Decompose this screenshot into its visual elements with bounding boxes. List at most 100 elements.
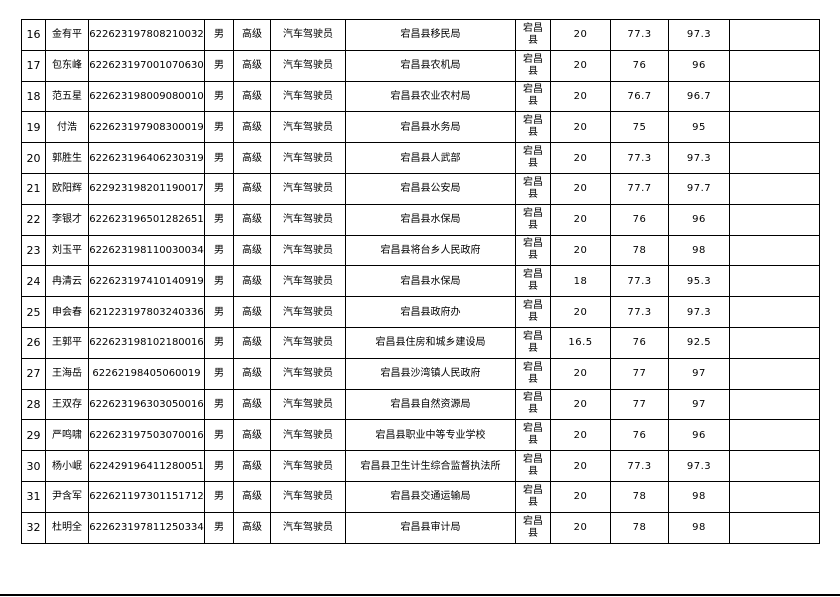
- name-cell: 王郭平: [45, 326, 89, 359]
- job-title-cell: 汽车驾驶员: [270, 357, 346, 390]
- gender-cell: 男: [204, 234, 234, 267]
- score1-cell: 20: [550, 19, 611, 51]
- score1-cell: 20: [550, 511, 611, 544]
- id-number-cell: 622623197908300019: [88, 111, 205, 144]
- id-number-cell: 622623197001070630: [88, 49, 205, 82]
- row-number: 31: [21, 480, 46, 513]
- level-cell: 高级: [233, 265, 271, 298]
- results-table: 16 金有平 622623197808210032 男高级 汽车驾驶员 宕昌县移民局 宕昌县…: [21, 19, 820, 544]
- row-number: 16: [21, 19, 46, 51]
- level-cell: 高级: [233, 480, 271, 513]
- table-row: 29 严鸣啸 622623197503070016 男高级 汽车驾驶员 宕昌县职业中等专业…: [21, 419, 820, 452]
- job-title-cell: 汽车驾驶员: [270, 480, 346, 513]
- total-score-cell: 97.3: [668, 19, 730, 51]
- row-number: 19: [21, 111, 46, 144]
- name-cell: 李银才: [45, 203, 89, 236]
- level-cell: 高级: [233, 111, 271, 144]
- level-cell: 高级: [233, 80, 271, 113]
- total-score-cell: 98: [668, 480, 730, 513]
- score1-cell: 20: [550, 203, 611, 236]
- work-unit-cell: 宕昌县水保局: [345, 203, 516, 236]
- row-number: 24: [21, 265, 46, 298]
- total-score-cell: 95.3: [668, 265, 730, 298]
- score2-cell: 77: [610, 388, 669, 421]
- score2-cell: 77.3: [610, 265, 669, 298]
- county-cell: 宕昌县: [515, 80, 551, 113]
- total-score-cell: 95: [668, 111, 730, 144]
- work-unit-cell: 宕昌县公安局: [345, 172, 516, 205]
- row-number: 29: [21, 419, 46, 452]
- total-score-cell: 92.5: [668, 326, 730, 359]
- work-unit-cell: 宕昌县交通运输局: [345, 480, 516, 513]
- county-cell: 宕昌县: [515, 450, 551, 482]
- id-number-cell: 622623198009080010: [88, 80, 205, 113]
- score1-cell: 20: [550, 172, 611, 205]
- name-cell: 金有平: [45, 19, 89, 51]
- total-score-cell: 98: [668, 234, 730, 267]
- county-cell: 宕昌县: [515, 234, 551, 267]
- name-cell: 杨小岷: [45, 450, 89, 482]
- gender-cell: 男: [204, 80, 234, 113]
- level-cell: 高级: [233, 357, 271, 390]
- gender-cell: 男: [204, 265, 234, 298]
- name-cell: 包东峰: [45, 49, 89, 82]
- note-cell: [729, 234, 820, 267]
- gender-cell: 男: [204, 388, 234, 421]
- id-number-cell: 622623197503070016: [88, 419, 205, 452]
- row-number: 30: [21, 450, 46, 482]
- name-cell: 申会春: [45, 296, 89, 328]
- score2-cell: 77.3: [610, 142, 669, 174]
- row-number: 28: [21, 388, 46, 421]
- table-row: 27 王海岳 62262198405060019 男高级 汽车驾驶员 宕昌县沙湾镇人民政府…: [21, 357, 820, 390]
- county-cell: 宕昌县: [515, 265, 551, 298]
- name-cell: 王双存: [45, 388, 89, 421]
- total-score-cell: 97.7: [668, 172, 730, 205]
- score1-cell: 20: [550, 296, 611, 328]
- score1-cell: 20: [550, 450, 611, 482]
- note-cell: [729, 49, 820, 82]
- row-number: 17: [21, 49, 46, 82]
- row-number: 27: [21, 357, 46, 390]
- level-cell: 高级: [233, 203, 271, 236]
- job-title-cell: 汽车驾驶员: [270, 49, 346, 82]
- job-title-cell: 汽车驾驶员: [270, 388, 346, 421]
- name-cell: 郭胜生: [45, 142, 89, 174]
- work-unit-cell: 宕昌县将台乡人民政府: [345, 234, 516, 267]
- work-unit-cell: 宕昌县农业农村局: [345, 80, 516, 113]
- score2-cell: 76.7: [610, 80, 669, 113]
- work-unit-cell: 宕昌县沙湾镇人民政府: [345, 357, 516, 390]
- job-title-cell: 汽车驾驶员: [270, 19, 346, 51]
- county-cell: 宕昌县: [515, 357, 551, 390]
- table-row: 17 包东峰 622623197001070630 男高级 汽车驾驶员 宕昌县农机局 宕昌县…: [21, 49, 820, 82]
- table-row: 20 郭胜生 622623196406230319 男高级 汽车驾驶员 宕昌县人武部 宕昌县…: [21, 142, 820, 174]
- county-cell: 宕昌县: [515, 49, 551, 82]
- county-cell: 宕昌县: [515, 19, 551, 51]
- id-number-cell: 622623196501282651: [88, 203, 205, 236]
- row-number: 32: [21, 511, 46, 544]
- id-number-cell: 622429196411280051: [88, 450, 205, 482]
- gender-cell: 男: [204, 172, 234, 205]
- gender-cell: 男: [204, 450, 234, 482]
- id-number-cell: 622623196303050016: [88, 388, 205, 421]
- table-row: 22 李银才 622623196501282651 男高级 汽车驾驶员 宕昌县水保局 宕昌县…: [21, 203, 820, 236]
- note-cell: [729, 265, 820, 298]
- work-unit-cell: 宕昌县移民局: [345, 19, 516, 51]
- job-title-cell: 汽车驾驶员: [270, 203, 346, 236]
- job-title-cell: 汽车驾驶员: [270, 172, 346, 205]
- name-cell: 冉清云: [45, 265, 89, 298]
- id-number-cell: 622623198102180016: [88, 326, 205, 359]
- level-cell: 高级: [233, 142, 271, 174]
- score1-cell: 20: [550, 480, 611, 513]
- name-cell: 范五星: [45, 80, 89, 113]
- id-number-cell: 622621197301151712: [88, 480, 205, 513]
- note-cell: [729, 511, 820, 544]
- work-unit-cell: 宕昌县政府办: [345, 296, 516, 328]
- level-cell: 高级: [233, 172, 271, 205]
- job-title-cell: 汽车驾驶员: [270, 111, 346, 144]
- gender-cell: 男: [204, 480, 234, 513]
- name-cell: 尹含军: [45, 480, 89, 513]
- note-cell: [729, 203, 820, 236]
- work-unit-cell: 宕昌县卫生计生综合监督执法所: [345, 450, 516, 482]
- id-number-cell: 622923198201190017: [88, 172, 205, 205]
- county-cell: 宕昌县: [515, 388, 551, 421]
